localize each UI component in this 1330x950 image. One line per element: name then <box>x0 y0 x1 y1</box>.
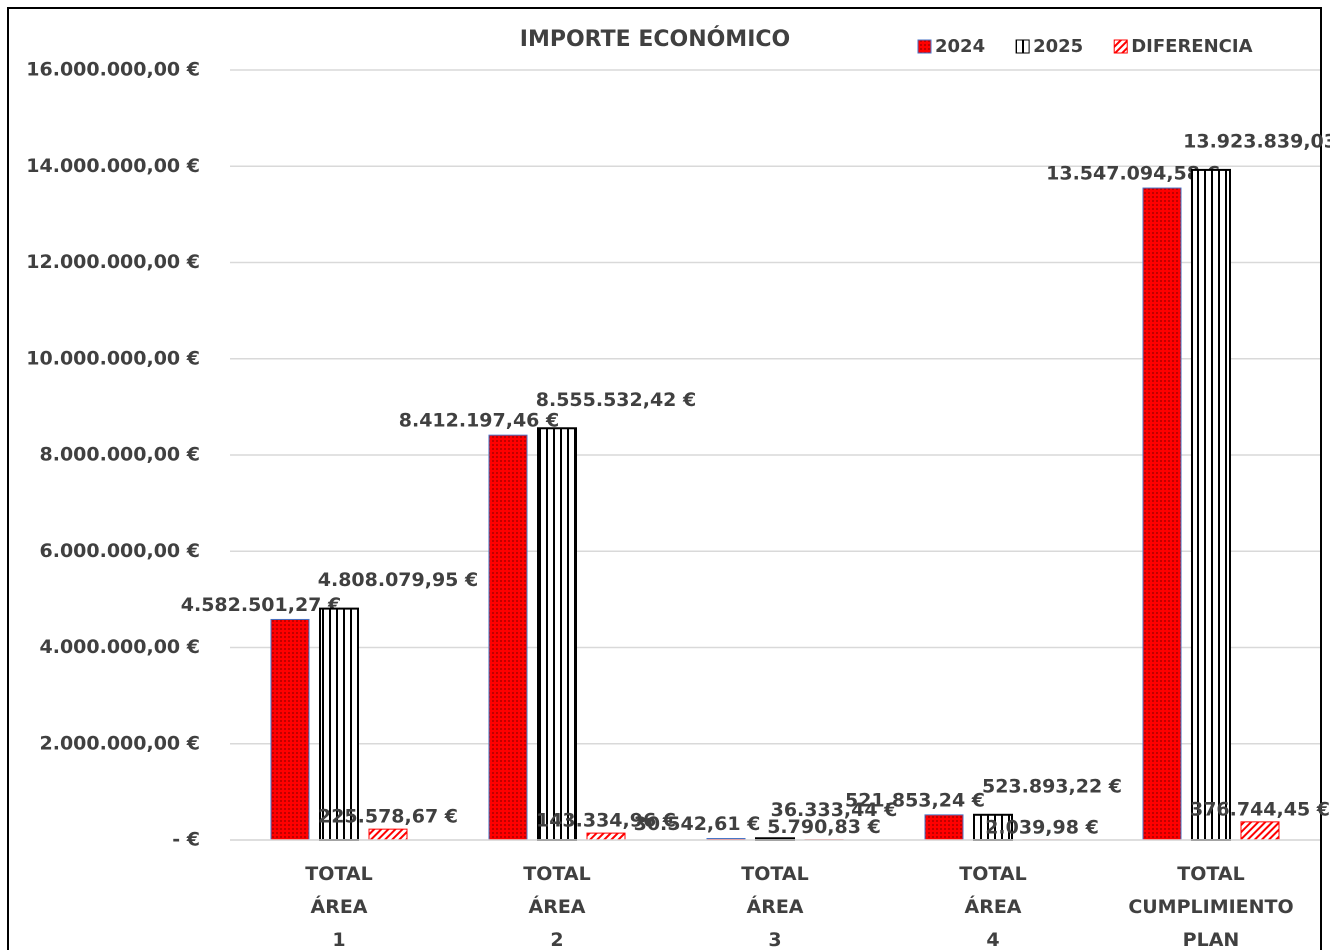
data-label: 2.039,98 € <box>985 816 1099 838</box>
y-tick-label: - € <box>172 829 200 851</box>
x-tick-label: TOTAL ÁREA 4 <box>959 863 1026 950</box>
x-tick-label: TOTAL ÁREA 2 <box>523 863 590 950</box>
data-label: 13.923.839,03 € <box>1183 130 1330 152</box>
bar <box>1240 821 1280 841</box>
data-label: 376.744,45 € <box>1190 798 1330 820</box>
y-tick-label: 4.000.000,00 € <box>40 636 200 658</box>
bar <box>319 607 359 841</box>
bar <box>537 427 577 841</box>
chart-title: IMPORTE ECONÓMICO <box>520 26 790 52</box>
x-tick-label: TOTAL CUMPLIMIENTO PLAN <box>1128 863 1293 950</box>
y-tick-label: 6.000.000,00 € <box>40 540 200 562</box>
data-label: 36.333,44 € <box>771 799 898 821</box>
data-label: 8.555.532,42 € <box>536 389 696 411</box>
y-tick-label: 16.000.000,00 € <box>26 59 200 81</box>
bar <box>368 828 408 841</box>
y-tick-label: 10.000.000,00 € <box>26 347 200 369</box>
data-label: 4.582.501,27 € <box>181 594 341 616</box>
data-label: 523.893,22 € <box>982 775 1122 797</box>
chart-frame <box>7 7 1322 950</box>
data-label: 13.547.094,58 € <box>1046 163 1220 185</box>
y-tick-label: 12.000.000,00 € <box>26 251 200 273</box>
x-tick-label: TOTAL ÁREA 3 <box>741 863 808 950</box>
y-tick-label: 2.000.000,00 € <box>40 732 200 754</box>
legend-swatch <box>1113 39 1128 54</box>
bar <box>488 434 528 841</box>
bar <box>973 813 1013 842</box>
data-label: 521.853,24 € <box>845 789 985 811</box>
data-label: 143.334,96 € <box>536 810 676 832</box>
x-tick-label: TOTAL ÁREA 1 <box>305 863 372 950</box>
y-tick-label: 8.000.000,00 € <box>40 444 200 466</box>
bar <box>1142 187 1182 841</box>
data-label: 4.808.079,95 € <box>318 569 478 591</box>
legend-label: 2025 <box>1033 36 1083 57</box>
legend-swatch <box>1015 39 1030 54</box>
data-label: 5.790,83 € <box>767 816 881 838</box>
data-label: 30.542,61 € <box>634 813 761 835</box>
data-label: 225.578,67 € <box>318 806 458 828</box>
y-tick-label: 14.000.000,00 € <box>26 155 200 177</box>
bar <box>1191 168 1231 842</box>
legend-label: 2024 <box>935 36 985 57</box>
data-label: 8.412.197,46 € <box>399 410 559 432</box>
bar <box>586 832 626 841</box>
bar <box>924 814 964 841</box>
legend-label: DIFERENCIA <box>1131 36 1252 57</box>
legend-swatch <box>917 39 932 54</box>
bar <box>270 618 310 841</box>
